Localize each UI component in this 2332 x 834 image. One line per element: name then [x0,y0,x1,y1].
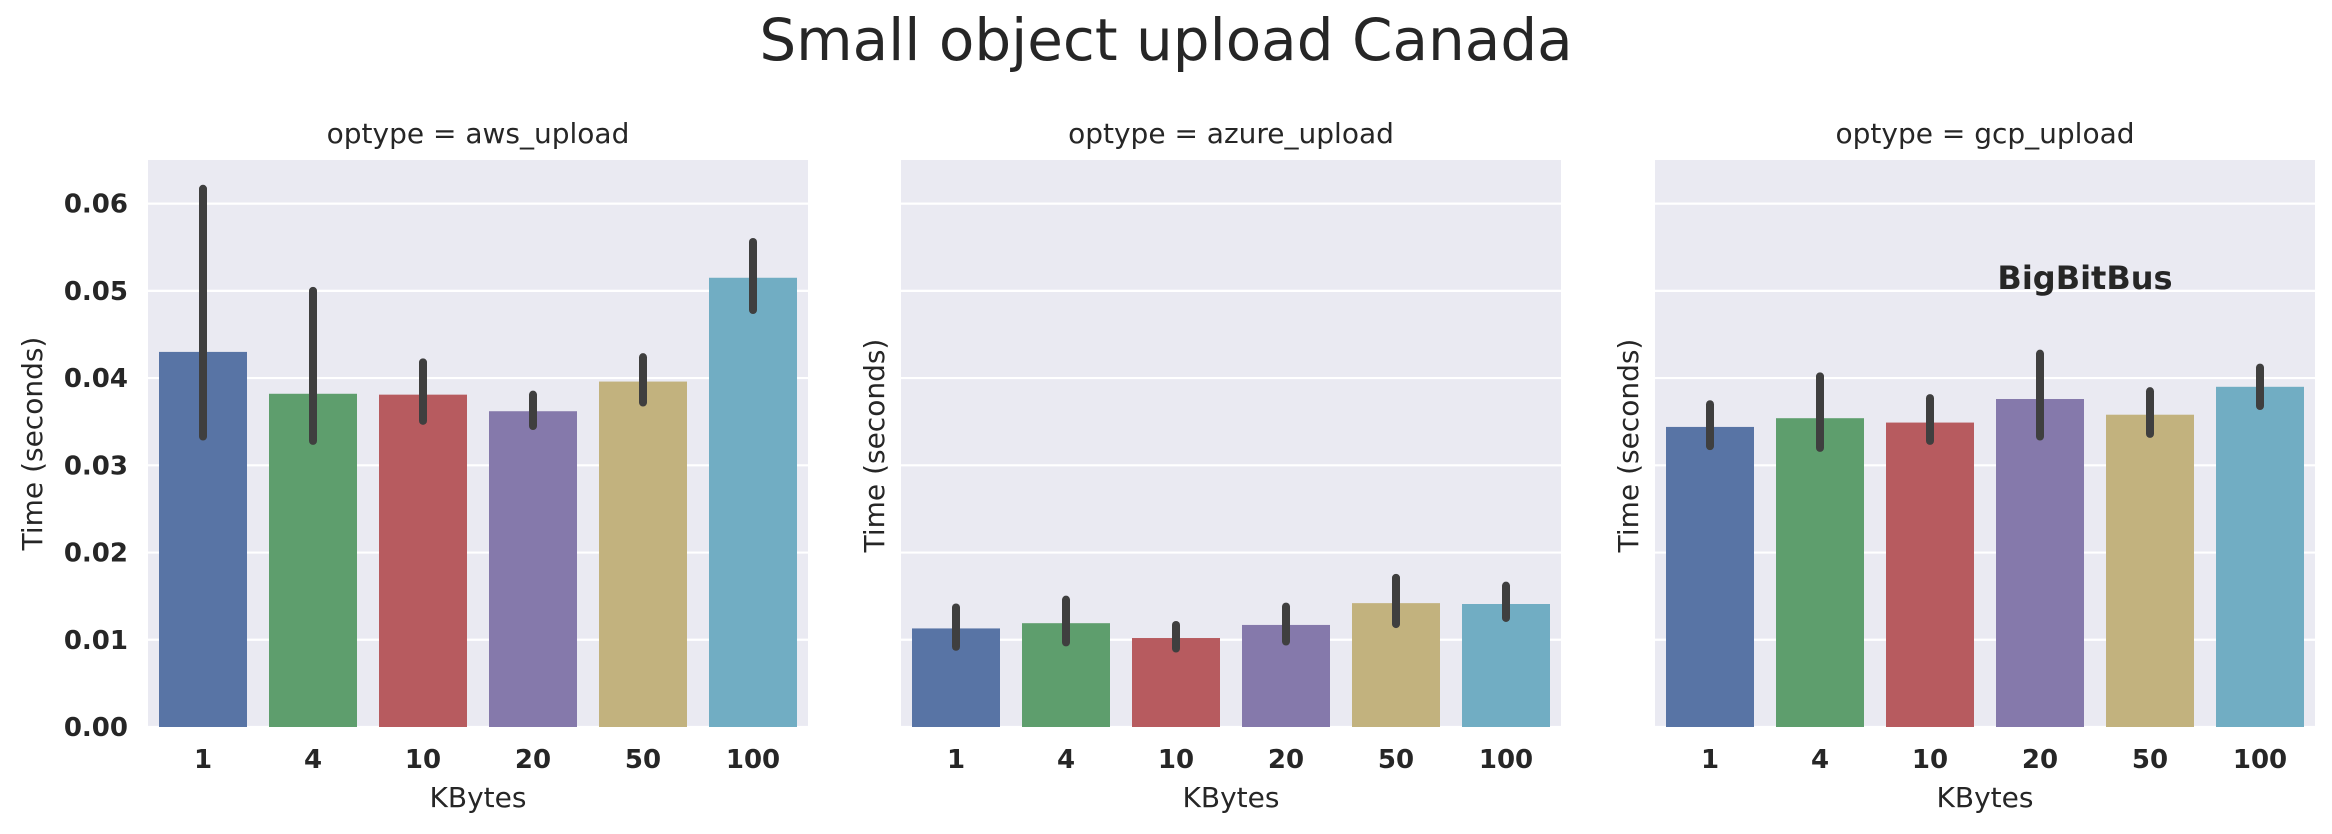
y-tick-label: 0.06 [64,190,128,220]
x-tick-label: 4 [1811,745,1829,775]
panel-0: 0.00 0.01 0.02 0.03 0.04 0.05 0.06 1 4 10 20 50 100 o… [16,117,808,814]
watermark: BigBitBus [1997,259,2172,297]
panel-title: optype = aws_upload [327,117,630,150]
y-tick-label: 0.05 [64,277,128,307]
y-axis-label: Time (seconds) [16,337,49,552]
bar-4 [269,393,357,727]
y-tick-label: 0.04 [64,364,128,394]
panel-2: 1 4 10 20 50 100 optype = gcp_upload KBytes Time… [1612,117,2315,814]
y-tick-label: 0.00 [64,713,128,743]
x-tick-label: 10 [1912,745,1948,775]
bar-100 [709,277,797,727]
bar-50 [2106,414,2194,727]
bar-10 [379,394,467,727]
x-tick-label: 20 [515,745,551,775]
plot-background [148,160,808,727]
x-tick-label: 100 [1479,745,1533,775]
x-tick-label: 1 [947,745,965,775]
figure-title: Small object upload Canada [759,6,1572,74]
x-tick-label: 10 [1158,745,1194,775]
plot-background [1655,160,2315,727]
x-tick-label: 20 [1268,745,1304,775]
y-axis-label: Time (seconds) [1612,339,1645,554]
y-axis-label: Time (seconds) [858,339,891,554]
plot-background [901,160,1561,727]
x-tick-label: 50 [625,745,661,775]
y-tick-label: 0.01 [64,626,128,656]
bar-20 [1996,399,2084,727]
bar-10 [1132,638,1220,727]
bar-100 [2216,386,2304,727]
bar-50 [599,381,687,727]
x-axis-label: KBytes [1183,781,1280,814]
x-tick-label: 50 [1378,745,1414,775]
bar-100 [1462,604,1550,727]
bar-1 [1666,426,1754,727]
x-tick-label: 100 [2233,745,2287,775]
x-axis-label: KBytes [1937,781,2034,814]
x-tick-label: 1 [1701,745,1719,775]
x-tick-label: 100 [726,745,780,775]
x-tick-label: 50 [2132,745,2168,775]
x-tick-label: 4 [1057,745,1075,775]
panel-title: optype = gcp_upload [1835,117,2134,150]
bar-20 [489,411,577,727]
panel-1: 1 4 10 20 50 100 optype = azure_upload KBytes Ti… [858,117,1561,814]
y-tick-label: 0.02 [64,539,128,569]
facet-panels: 0.00 0.01 0.02 0.03 0.04 0.05 0.06 1 4 10 20 50 100 o… [16,117,2315,814]
y-tick-label: 0.03 [64,451,128,481]
x-tick-label: 1 [194,745,212,775]
bar-4 [1776,418,1864,727]
panel-title: optype = azure_upload [1068,117,1394,150]
x-tick-label: 4 [304,745,322,775]
bar-10 [1886,422,1974,727]
x-tick-label: 10 [405,745,441,775]
x-tick-label: 20 [2022,745,2058,775]
x-axis-label: KBytes [430,781,527,814]
